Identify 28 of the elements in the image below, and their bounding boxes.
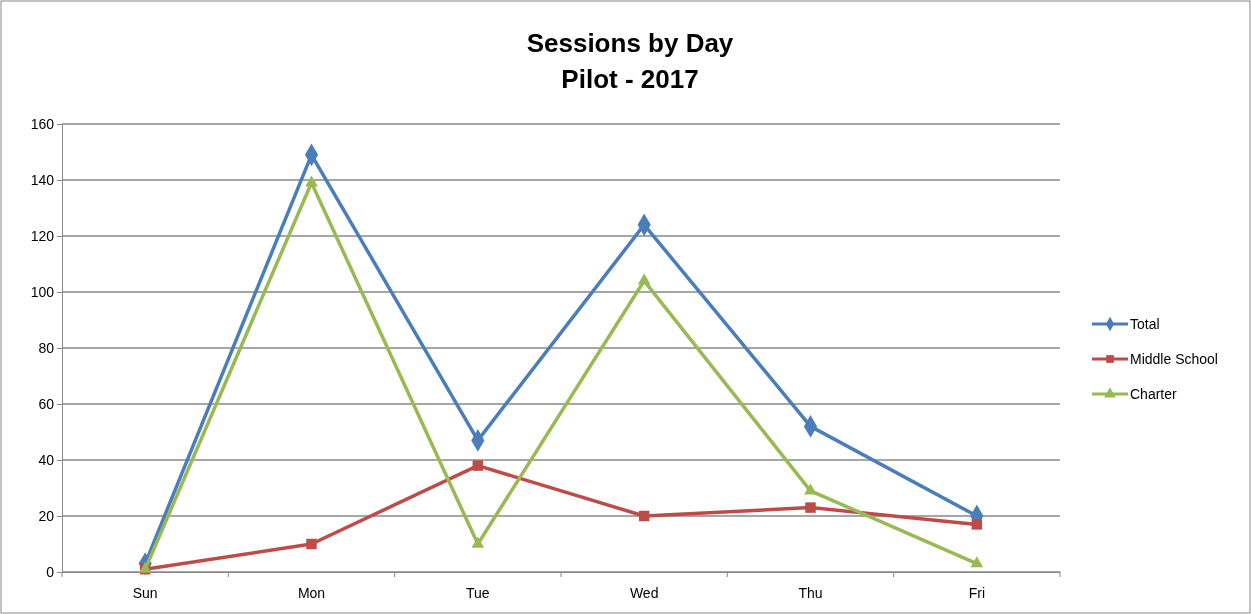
point — [306, 538, 317, 550]
y-tick-label: 140 — [30, 171, 55, 188]
x-tick-label: Wed — [629, 584, 659, 601]
legend-label: Total — [1130, 316, 1160, 332]
point — [970, 556, 984, 568]
x-tick-label: Thu — [798, 584, 823, 601]
point — [472, 460, 484, 471]
y-tick-label: 120 — [30, 227, 55, 244]
x-tick-label: Sun — [132, 584, 158, 601]
point — [471, 536, 485, 548]
y-tick-label: 160 — [30, 115, 55, 132]
y-tick-label: 0 — [46, 563, 55, 580]
point — [305, 175, 318, 187]
point — [638, 510, 650, 522]
legend-label: Middle School — [1130, 351, 1218, 367]
y-tick-label: 20 — [38, 507, 55, 524]
x-tick-label: Fri — [968, 584, 985, 601]
chart-title: Sessions by Day Pilot - 2017 — [526, 28, 734, 94]
y-tick-label: 40 — [38, 451, 55, 468]
point — [637, 273, 651, 285]
point — [971, 519, 983, 530]
y-tick-label: 60 — [38, 395, 55, 412]
y-tick-label: 80 — [38, 339, 55, 356]
x-tick-label: Tue — [466, 584, 490, 601]
y-tick-label: 100 — [30, 283, 55, 300]
legend-label: Charter — [1130, 386, 1178, 402]
x-tick-label: Mon — [297, 584, 326, 601]
point — [805, 502, 816, 513]
